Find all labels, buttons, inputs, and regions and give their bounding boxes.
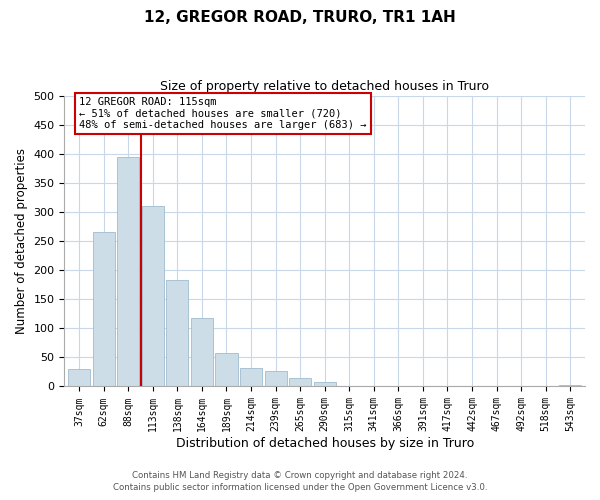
Bar xyxy=(142,206,164,386)
Bar xyxy=(289,378,311,386)
Bar xyxy=(314,382,336,386)
Bar xyxy=(68,369,90,386)
Bar xyxy=(215,352,238,386)
Text: Contains HM Land Registry data © Crown copyright and database right 2024.
Contai: Contains HM Land Registry data © Crown c… xyxy=(113,471,487,492)
Bar xyxy=(92,232,115,386)
X-axis label: Distribution of detached houses by size in Truro: Distribution of detached houses by size … xyxy=(176,437,474,450)
Bar xyxy=(117,156,139,386)
Bar xyxy=(265,372,287,386)
Title: Size of property relative to detached houses in Truro: Size of property relative to detached ho… xyxy=(160,80,489,93)
Text: 12 GREGOR ROAD: 115sqm
← 51% of detached houses are smaller (720)
48% of semi-de: 12 GREGOR ROAD: 115sqm ← 51% of detached… xyxy=(79,96,367,130)
Y-axis label: Number of detached properties: Number of detached properties xyxy=(15,148,28,334)
Bar xyxy=(166,280,188,386)
Bar xyxy=(191,318,213,386)
Bar xyxy=(240,368,262,386)
Text: 12, GREGOR ROAD, TRURO, TR1 1AH: 12, GREGOR ROAD, TRURO, TR1 1AH xyxy=(144,10,456,25)
